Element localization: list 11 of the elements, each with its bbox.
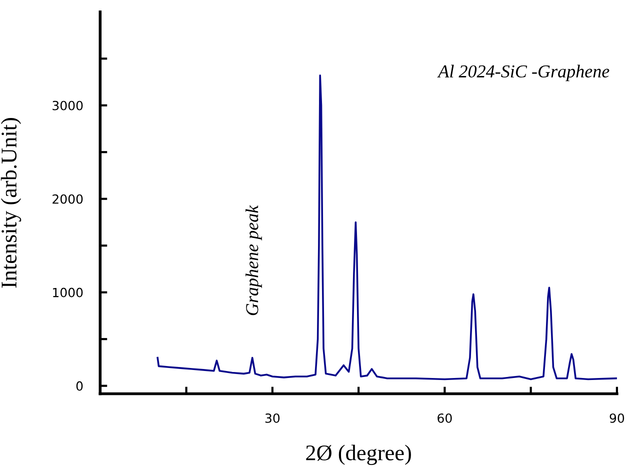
y-axis-title: Intensity (arb.Unit) xyxy=(0,118,22,288)
y-tick-label: 1000 xyxy=(53,288,83,298)
y-tick-label: 2000 xyxy=(52,194,83,204)
y-tick-label: 3000 xyxy=(52,100,83,110)
annotation: Al 2024-SiC -Graphene xyxy=(437,64,610,82)
annotation: Graphene peak xyxy=(246,205,262,316)
x-tick-label: 60 xyxy=(438,413,452,423)
x-axis-title: 2Ø (degree) xyxy=(306,444,411,465)
y-tick-label: 0 xyxy=(76,381,83,391)
x-tick-label: 90 xyxy=(610,413,624,423)
x-tick-label: 30 xyxy=(265,413,280,423)
